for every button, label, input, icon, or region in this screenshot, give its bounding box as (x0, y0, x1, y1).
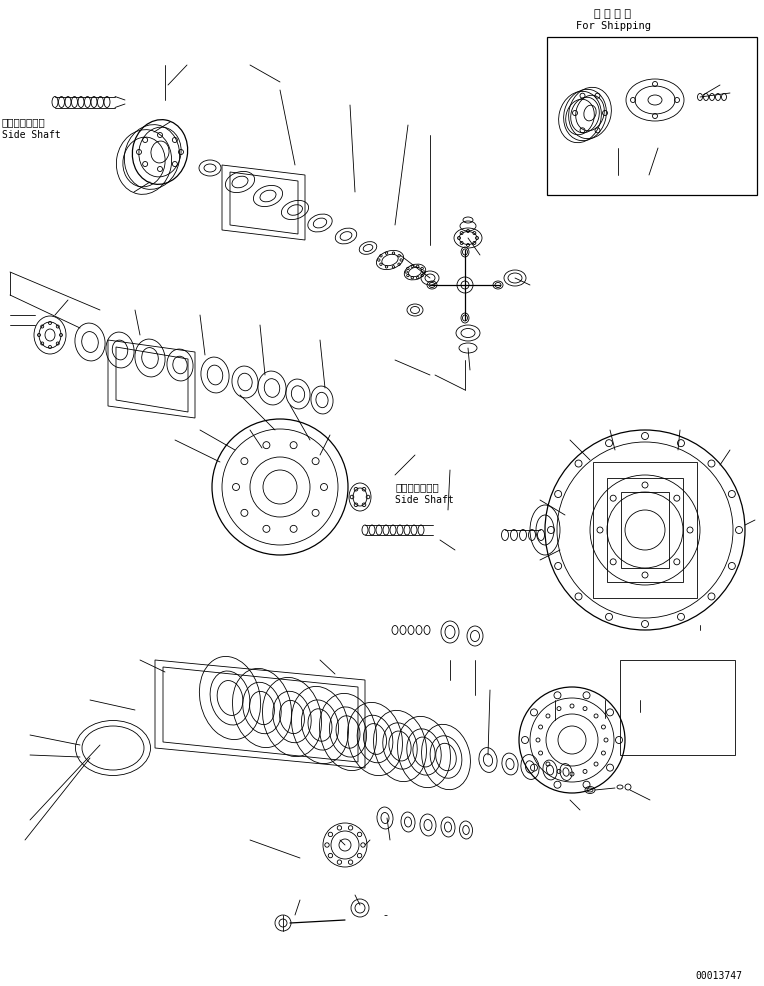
Bar (620, 660, 735, 755)
Text: 00013747: 00013747 (695, 971, 742, 981)
Text: 運 携 部 品: 運 携 部 品 (594, 9, 632, 19)
Bar (593, 462, 697, 598)
Text: For Shipping: For Shipping (575, 21, 650, 31)
Text: Side Shaft: Side Shaft (2, 130, 61, 140)
Text: サイドシャフト: サイドシャフト (2, 117, 46, 127)
Text: -: - (383, 910, 387, 920)
Bar (607, 478, 683, 582)
Text: Side Shaft: Side Shaft (395, 495, 454, 505)
Bar (547, 37, 757, 195)
Text: サイドシャフト: サイドシャフト (395, 482, 439, 492)
Bar (621, 492, 669, 568)
